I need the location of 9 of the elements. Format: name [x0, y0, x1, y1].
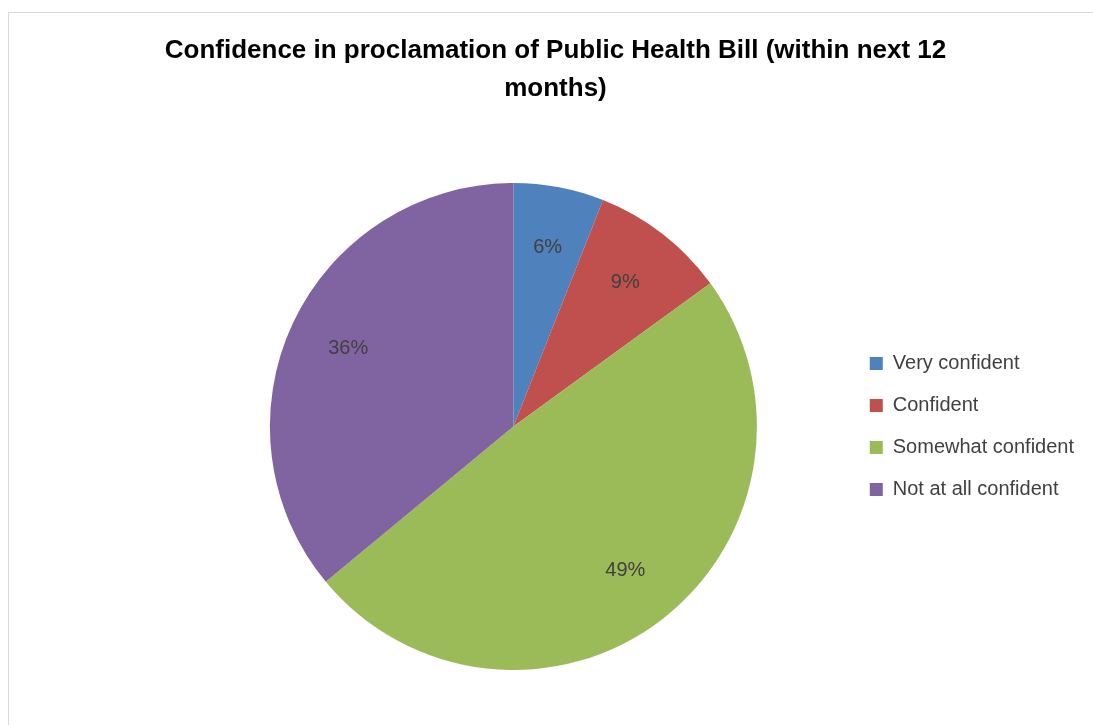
legend-label: Somewhat confident: [892, 435, 1075, 458]
legend-label: Very confident: [892, 351, 1020, 374]
legend-label: Not at all confident: [892, 477, 1059, 500]
data-label: 36%: [328, 336, 369, 359]
chart-title: Confidence in proclamation of Public Health Bill (within next 12 months): [163, 33, 948, 104]
legend-label: Confident: [892, 393, 979, 416]
data-label: 49%: [605, 558, 646, 581]
data-label: 9%: [610, 269, 640, 292]
data-label: 6%: [533, 234, 563, 257]
